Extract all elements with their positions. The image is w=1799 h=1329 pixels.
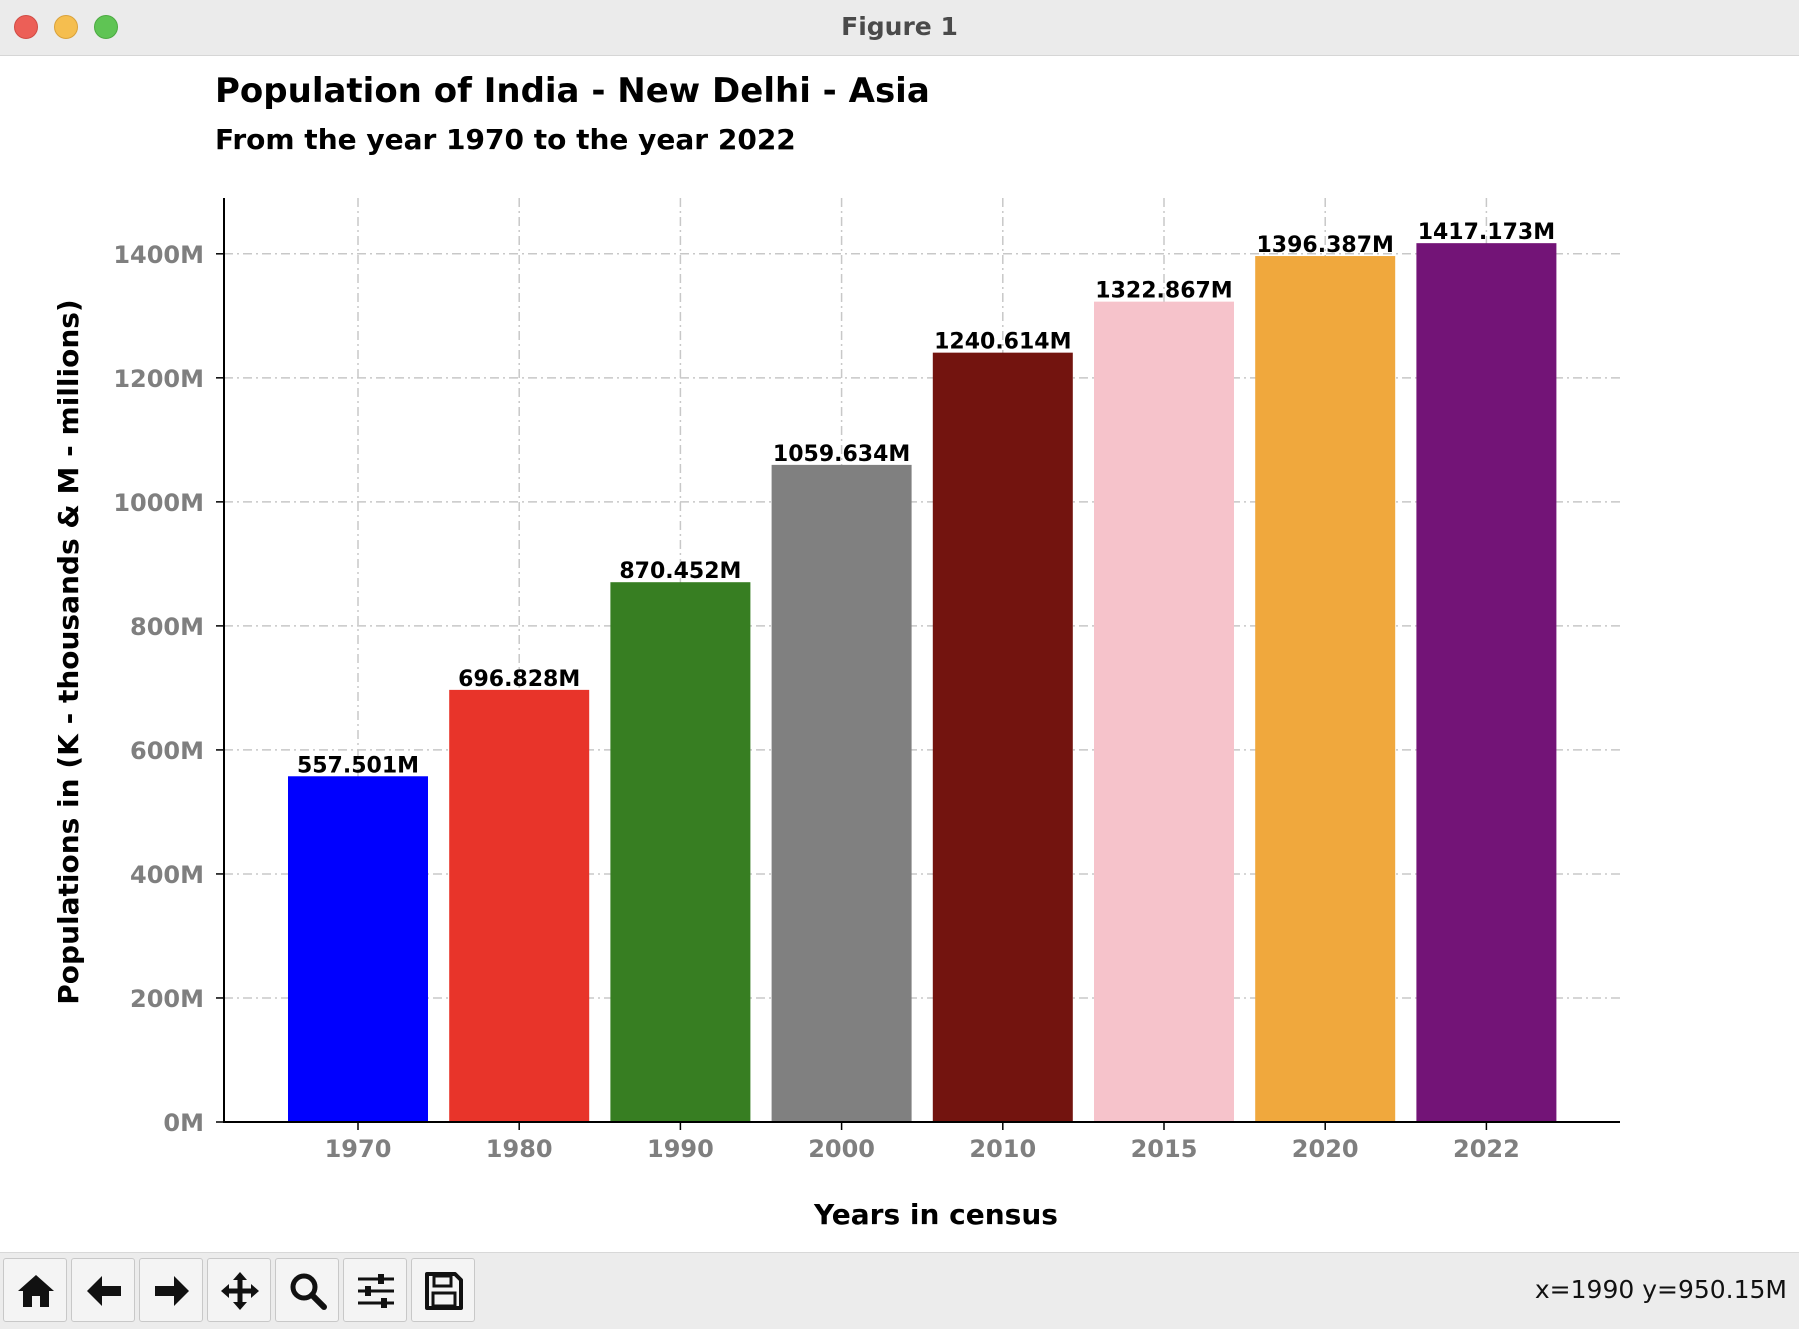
x-tick-label: 2020 xyxy=(1292,1135,1359,1163)
bar-1990[interactable] xyxy=(610,582,751,1122)
x-tick-label: 1990 xyxy=(647,1135,714,1163)
x-tick-label: 2000 xyxy=(808,1135,875,1163)
zoom-icon xyxy=(290,1273,327,1310)
bar-value-label: 1322.867M xyxy=(1095,279,1232,304)
y-axis-ticks: 0M 200M 400M 600M 800M 1000M 1200M 1400M xyxy=(113,241,224,1137)
pan-icon xyxy=(221,1272,259,1310)
bar-2022[interactable] xyxy=(1416,243,1557,1122)
y-tick-label: 1000M xyxy=(113,489,204,517)
bar-1980[interactable] xyxy=(449,689,590,1122)
y-axis-label: Populations in (K - thousands & M - mill… xyxy=(52,299,85,1004)
minimize-window-button[interactable] xyxy=(54,15,78,39)
bar-2015[interactable] xyxy=(1094,301,1234,1122)
save-button[interactable] xyxy=(411,1258,475,1322)
bar-value-label: 1059.634M xyxy=(773,442,910,467)
figure-canvas[interactable]: Population of India - New Delhi - Asia F… xyxy=(0,56,1799,1252)
x-tick-label: 2015 xyxy=(1131,1135,1198,1163)
y-tick-label: 800M xyxy=(130,613,204,641)
x-axis-label: Years in census xyxy=(813,1198,1058,1231)
bar-value-label: 1396.387M xyxy=(1256,233,1393,258)
title-bar: Figure 1 xyxy=(0,0,1799,56)
bar-2010[interactable] xyxy=(932,352,1073,1122)
x-tick-label: 2010 xyxy=(969,1135,1036,1163)
pan-button[interactable] xyxy=(207,1258,271,1322)
bar-2000[interactable] xyxy=(771,464,912,1123)
configure-subplots-icon xyxy=(358,1274,394,1308)
forward-arrow-icon xyxy=(155,1276,189,1306)
bar-chart: Population of India - New Delhi - Asia F… xyxy=(52,71,1620,1231)
chart-title: Population of India - New Delhi - Asia xyxy=(215,71,930,111)
grid-lines xyxy=(224,198,1620,1122)
y-tick-label: 600M xyxy=(130,737,204,765)
cursor-coordinates: x=1990 y=950.15M xyxy=(1534,1275,1787,1304)
forward-button[interactable] xyxy=(139,1258,203,1322)
bar-value-label: 1240.614M xyxy=(934,330,1071,355)
y-tick-label: 0M xyxy=(163,1109,204,1137)
home-button[interactable] xyxy=(3,1258,67,1322)
navigation-toolbar: x=1990 y=950.15M xyxy=(0,1252,1799,1329)
maximize-window-button[interactable] xyxy=(94,15,118,39)
bar-value-label: 557.501M xyxy=(297,753,419,778)
x-tick-label: 2022 xyxy=(1453,1135,1520,1163)
save-icon xyxy=(425,1272,463,1310)
x-axis-ticks: 1970 1980 1990 2000 2010 2015 2020 2022 xyxy=(325,1122,1520,1163)
y-tick-label: 1400M xyxy=(113,241,204,269)
home-icon xyxy=(18,1275,54,1307)
y-tick-label: 400M xyxy=(130,861,204,889)
bar-value-label: 870.452M xyxy=(619,559,741,584)
bar-value-labels: 557.501M 696.828M 870.452M 1059.634M 1240.61… xyxy=(297,220,1555,778)
bar-2020[interactable] xyxy=(1255,256,1396,1122)
configure-subplots-button[interactable] xyxy=(343,1258,407,1322)
chart-subtitle: From the year 1970 to the year 2022 xyxy=(215,123,796,156)
back-button[interactable] xyxy=(71,1258,135,1322)
y-tick-label: 1200M xyxy=(113,365,204,393)
bars xyxy=(288,243,1557,1123)
x-tick-label: 1970 xyxy=(325,1135,392,1163)
x-tick-label: 1980 xyxy=(486,1135,553,1163)
bar-value-label: 1417.173M xyxy=(1418,220,1555,245)
window-title: Figure 1 xyxy=(841,12,958,41)
zoom-button[interactable] xyxy=(275,1258,339,1322)
bar-value-label: 696.828M xyxy=(458,667,580,692)
close-window-button[interactable] xyxy=(14,15,38,39)
back-arrow-icon xyxy=(87,1276,121,1306)
y-tick-label: 200M xyxy=(130,985,204,1013)
bar-1970[interactable] xyxy=(288,776,428,1122)
